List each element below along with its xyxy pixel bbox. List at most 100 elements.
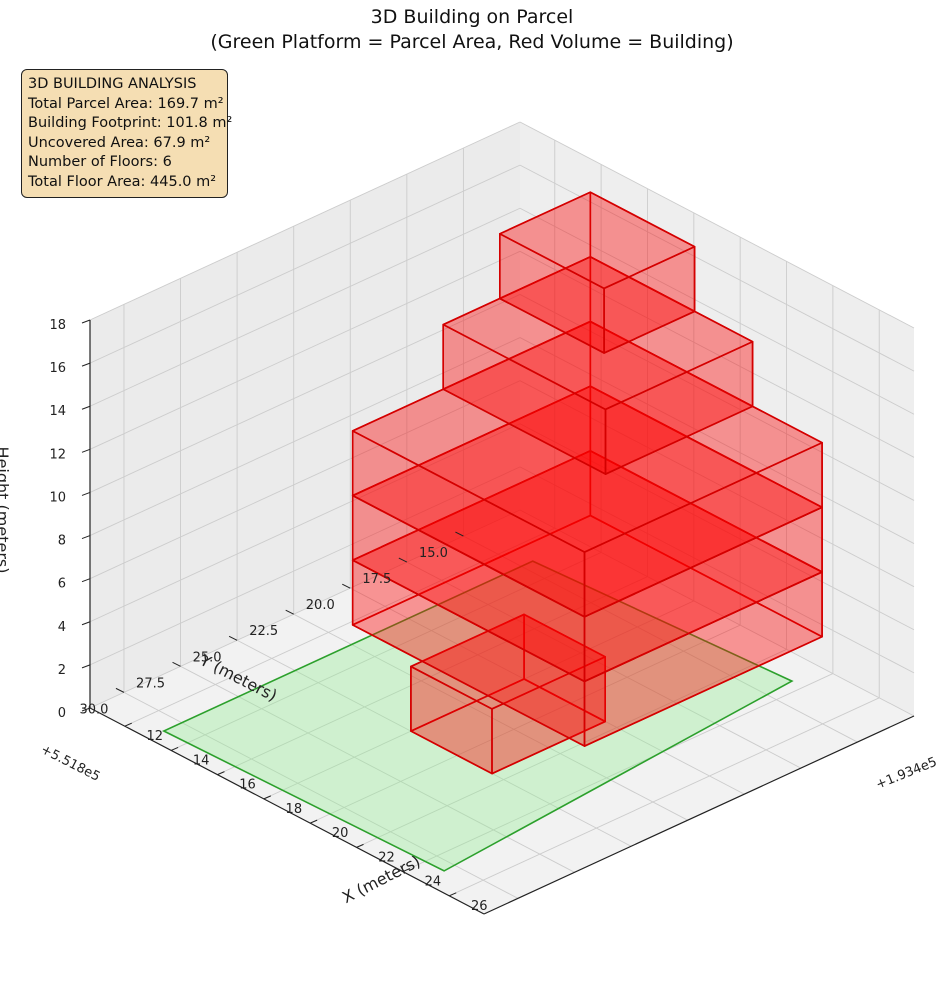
floor-3 bbox=[351, 385, 823, 683]
axis-panes bbox=[90, 122, 914, 914]
z-tick-label: 8 bbox=[58, 534, 66, 549]
z-tick-label: 4 bbox=[58, 620, 66, 635]
z-tick-mark bbox=[81, 621, 91, 626]
z-tick-label: 10 bbox=[49, 490, 66, 505]
z-tick-mark bbox=[81, 405, 91, 410]
building-face bbox=[410, 613, 607, 710]
info-number-of-floors: Number of Floors: 6 bbox=[28, 154, 172, 170]
x-tick-mark bbox=[309, 819, 318, 824]
x-tick-label: 16 bbox=[239, 778, 256, 793]
z-grid-left bbox=[89, 509, 521, 709]
floor-1 bbox=[410, 613, 607, 775]
building-face bbox=[498, 191, 696, 290]
x-offset-label: +1.934e5 bbox=[874, 755, 939, 793]
y-axis-line bbox=[89, 707, 485, 915]
y-tick-label: 17.5 bbox=[362, 572, 391, 587]
x-tick-mark bbox=[402, 868, 411, 873]
x-tick-mark bbox=[124, 722, 132, 727]
z-tick-mark bbox=[81, 578, 91, 583]
z-grid-right bbox=[519, 294, 915, 501]
z-grid-right bbox=[519, 207, 915, 415]
z-axis-label: Height (meters) bbox=[0, 447, 12, 574]
y-tick-mark bbox=[285, 609, 294, 615]
x-grid-floor bbox=[217, 576, 648, 776]
y-tick-mark bbox=[455, 531, 464, 537]
z-tick-label: 16 bbox=[49, 361, 66, 376]
y-tick-label: 15.0 bbox=[419, 546, 448, 561]
z-tick-label: 12 bbox=[49, 447, 66, 462]
parcel-platform bbox=[161, 560, 794, 872]
info-total-floor-area: Total Floor Area: 445.0 m² bbox=[28, 173, 217, 190]
z-tick-label: 18 bbox=[49, 318, 66, 333]
x-grid-floor bbox=[309, 624, 741, 824]
analysis-info-box: 3D BUILDING ANALYSIS Total Parcel Area: … bbox=[21, 69, 233, 198]
y-tick-label: 25.0 bbox=[193, 650, 222, 665]
y-tick-mark bbox=[228, 635, 238, 641]
grid-lines bbox=[89, 121, 915, 899]
z-grid-left bbox=[89, 207, 521, 407]
right-wall-pane bbox=[520, 122, 914, 716]
z-grid-left bbox=[89, 337, 521, 536]
z-tick-mark bbox=[81, 448, 91, 453]
floor-2 bbox=[351, 449, 823, 747]
y-tick-mark bbox=[398, 557, 408, 563]
floor-5 bbox=[442, 255, 754, 475]
floor-6 bbox=[498, 191, 696, 354]
info-total-parcel-area: Total Parcel Area: 169.7 m² bbox=[28, 95, 224, 112]
z-grid-right bbox=[519, 164, 915, 372]
y-tick-label: 27.5 bbox=[136, 676, 165, 691]
y-grid-floor bbox=[180, 665, 575, 873]
z-tick-mark bbox=[81, 362, 91, 367]
z-grid-left bbox=[89, 164, 521, 364]
y-tick-mark bbox=[342, 583, 351, 589]
z-tick-label: 0 bbox=[58, 706, 66, 721]
x-tick-mark bbox=[263, 795, 272, 800]
floor-4 bbox=[351, 320, 823, 618]
parcel-layer bbox=[161, 560, 794, 872]
z-tick-label: 14 bbox=[49, 404, 66, 419]
z-grid-right bbox=[519, 380, 915, 588]
z-grid-left bbox=[89, 250, 521, 450]
z-grid-left bbox=[89, 423, 521, 623]
info-uncovered-area: Uncovered Area: 67.9 m² bbox=[28, 134, 211, 151]
chart-title-line1: 3D Building on Parcel bbox=[370, 6, 574, 28]
z-tick-label: 2 bbox=[58, 663, 66, 678]
y-grid-floor bbox=[406, 561, 802, 769]
x-tick-mark bbox=[356, 843, 364, 848]
x-tick-label: 20 bbox=[332, 826, 349, 841]
x-tick-label: 26 bbox=[471, 899, 488, 914]
y-tick-mark bbox=[115, 687, 125, 693]
y-grid-floor bbox=[463, 535, 858, 743]
x-tick-mark bbox=[449, 892, 457, 897]
x-tick-label: 14 bbox=[193, 753, 210, 768]
y-tick-label: 20.0 bbox=[306, 598, 335, 613]
x-tick-mark bbox=[170, 746, 179, 751]
z-tick-mark bbox=[81, 535, 91, 540]
info-heading: 3D BUILDING ANALYSIS bbox=[28, 76, 197, 92]
z-tick-mark bbox=[81, 707, 91, 712]
z-grid-left bbox=[89, 380, 521, 580]
y-grid-floor bbox=[123, 691, 519, 899]
z-grid-right bbox=[519, 509, 915, 717]
z-grid-right bbox=[519, 121, 915, 329]
tick-labels: 121416182022242615.017.520.022.525.027.5… bbox=[49, 318, 487, 914]
building-face bbox=[442, 255, 754, 411]
y-grid-floor bbox=[293, 613, 688, 821]
x-grid-floor bbox=[124, 527, 555, 727]
info-building-footprint: Building Footprint: 101.8 m² bbox=[28, 115, 233, 131]
floor-pane bbox=[90, 510, 914, 914]
z-tick-mark bbox=[81, 319, 91, 324]
y-tick-label: 30.0 bbox=[79, 702, 108, 717]
z-grid-left bbox=[89, 466, 521, 666]
x-tick-label: 24 bbox=[425, 875, 442, 890]
y-tick-mark bbox=[172, 661, 181, 667]
z-grid-left bbox=[89, 121, 521, 321]
axis-lines bbox=[89, 320, 915, 915]
x-axis-line bbox=[483, 715, 915, 915]
left-wall-pane bbox=[90, 122, 520, 708]
x-grid-floor bbox=[170, 552, 602, 751]
z-tick-mark bbox=[81, 664, 91, 669]
x-tick-label: 22 bbox=[378, 850, 395, 865]
